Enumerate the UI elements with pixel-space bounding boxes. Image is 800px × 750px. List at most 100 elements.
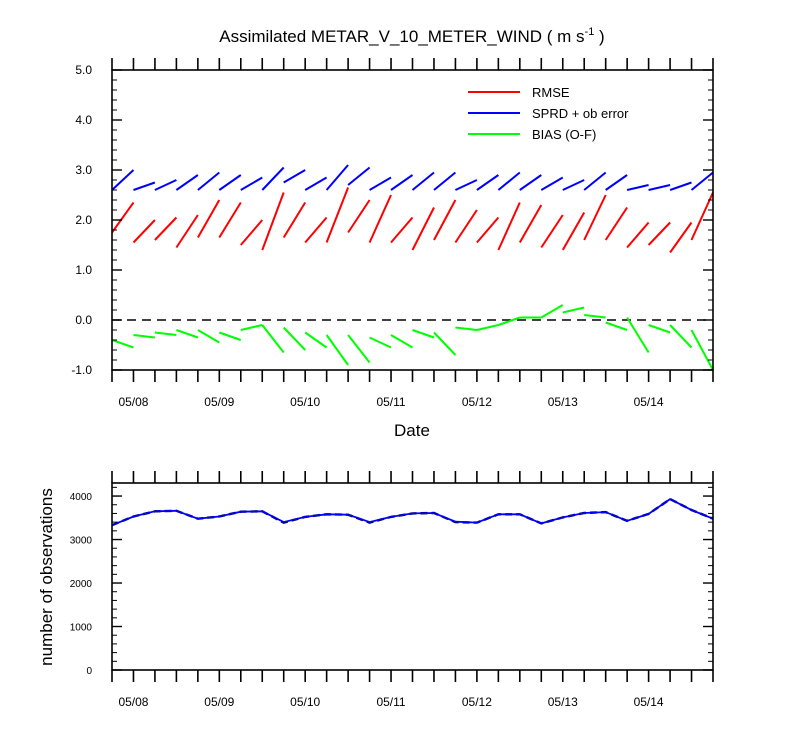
bias-o-f-segment	[154, 331, 177, 336]
sprd-ob-error-segment	[304, 176, 328, 191]
rmse-segment	[561, 212, 586, 251]
rmse-segment	[218, 201, 242, 239]
x-tick-label: 05/13	[548, 395, 578, 409]
bias-o-f-segment	[390, 334, 414, 349]
sprd-ob-error-segment	[476, 174, 499, 191]
y-tick-label: 4.0	[75, 113, 92, 127]
bias-o-f-segment	[605, 321, 628, 331]
bias-o-f-segment	[562, 306, 585, 314]
rmse-segment	[325, 187, 350, 243]
sprd-ob-error-segment	[283, 169, 306, 184]
x-tick-label: 05/09	[204, 395, 234, 409]
y-tick-label: 3.0	[75, 163, 92, 177]
sprd-ob-error-segment	[347, 166, 371, 186]
y-axis-label: number of observations	[37, 488, 56, 666]
x-tick-label: 05/10	[290, 395, 320, 409]
legend-label: BIAS (O-F)	[532, 127, 596, 142]
observations-total-line	[111, 497, 714, 527]
y-tick-label: 5.0	[75, 63, 92, 77]
rmse-segment	[304, 216, 328, 244]
rmse-segment	[111, 201, 135, 234]
rmse-segment	[433, 199, 457, 241]
sprd-ob-error-segment	[519, 174, 542, 191]
bottom-panel: 0 1000 2000 3000 4000 05/08 05/09 05/10 05/11 05/…	[37, 471, 714, 709]
bias-o-f-segment	[176, 329, 199, 339]
observations-assimilated-line	[111, 498, 714, 527]
x-tick-label: 05/14	[634, 395, 664, 409]
sprd-ob-error-segment	[583, 171, 607, 191]
rmse-segment	[132, 219, 156, 244]
bias-o-f-segment	[369, 336, 392, 349]
sprd-ob-error-segment	[497, 171, 521, 191]
x-tick-label: 05/12	[462, 695, 492, 709]
bias-o-f-segment	[412, 329, 435, 339]
bottom-axis-ticks: 0 1000 2000 3000 4000 05/08 05/09 05/10 05/11 05/…	[70, 471, 714, 709]
bias-o-f-segment	[476, 324, 499, 331]
rmse-segment	[626, 221, 650, 249]
x-tick-label: 05/08	[118, 395, 148, 409]
title-end: )	[594, 27, 604, 46]
rmse-segment	[197, 199, 221, 238]
bias-o-f-segment	[325, 334, 349, 366]
sprd-ob-error-segment	[154, 179, 177, 191]
title-main: Assimilated METAR_V_10_METER_WIND ( m s	[219, 27, 584, 46]
sprd-ob-error-segment	[261, 166, 285, 191]
x-tick-label: 05/14	[634, 695, 664, 709]
sprd-ob-error-segment	[411, 171, 435, 191]
rmse-segment	[583, 194, 607, 241]
bias-o-f-segment	[584, 314, 606, 319]
bias-o-f-segment	[455, 326, 478, 331]
y-tick-label: 1000	[70, 623, 93, 634]
top-axis-ticks: -1.0 0.0 1.0 2.0 3.0 4.0 5.0 05/08 05/09 05/10 05/…	[71, 58, 714, 409]
bias-o-f-segment	[240, 324, 263, 331]
rmse-segment	[540, 214, 564, 249]
bias-o-f-segment	[133, 334, 156, 339]
sprd-ob-error-segment	[690, 171, 714, 191]
x-axis-label: Date	[394, 421, 430, 440]
rmse-segment	[604, 206, 628, 241]
legend-label: SPRD + ob error	[532, 106, 629, 121]
bias-o-f-segment	[669, 324, 693, 349]
y-tick-label: 0.0	[75, 313, 92, 327]
sprd-ob-error-segment	[369, 176, 392, 191]
chart-title: Assimilated METAR_V_10_METER_WIND ( m s-…	[219, 26, 604, 46]
bias-o-f-segment	[433, 331, 457, 356]
bias-o-f-segment	[347, 334, 371, 364]
rmse-segment	[347, 199, 371, 234]
rmse-segment	[669, 221, 693, 254]
bottom-plot-frame	[111, 482, 714, 671]
y-tick-label: 2000	[70, 579, 93, 590]
y-tick-label: 2.0	[75, 213, 92, 227]
sprd-ob-error-segment	[540, 176, 564, 191]
rmse-segment	[411, 207, 435, 251]
x-tick-label: 05/13	[548, 695, 578, 709]
rmse-segment	[261, 192, 285, 251]
sprd-ob-error-segment	[454, 179, 478, 191]
bias-o-f-segment	[197, 329, 220, 344]
bias-o-f-segment	[498, 316, 521, 326]
sprd-ob-error-segment	[605, 174, 628, 191]
sprd-ob-error-segment	[111, 169, 135, 191]
title-superscript: -1	[585, 26, 595, 38]
y-tick-label: -1.0	[71, 363, 92, 377]
rmse-segment	[154, 216, 178, 241]
rmse-segment	[240, 219, 264, 246]
top-panel: Assimilated METAR_V_10_METER_WIND ( m s-…	[71, 26, 714, 440]
sprd-ob-error-segment	[390, 174, 414, 191]
bias-o-f-segment	[304, 331, 328, 349]
x-tick-label: 05/10	[290, 695, 320, 709]
sprd-ob-error-segment	[669, 181, 692, 191]
bias-o-f-segment	[626, 316, 650, 354]
x-tick-label: 05/12	[462, 395, 492, 409]
x-tick-label: 05/11	[376, 695, 405, 709]
rmse-segment	[390, 216, 414, 244]
sprd-ob-error-segment	[218, 174, 242, 191]
sprd-ob-error-segment	[240, 176, 263, 191]
x-tick-label: 05/11	[376, 395, 405, 409]
sprd-ob-error-segment	[175, 174, 199, 191]
sprd-ob-error-segment	[626, 184, 649, 191]
top-series	[111, 164, 714, 371]
rmse-segment	[476, 216, 500, 244]
rmse-segment	[497, 202, 521, 251]
